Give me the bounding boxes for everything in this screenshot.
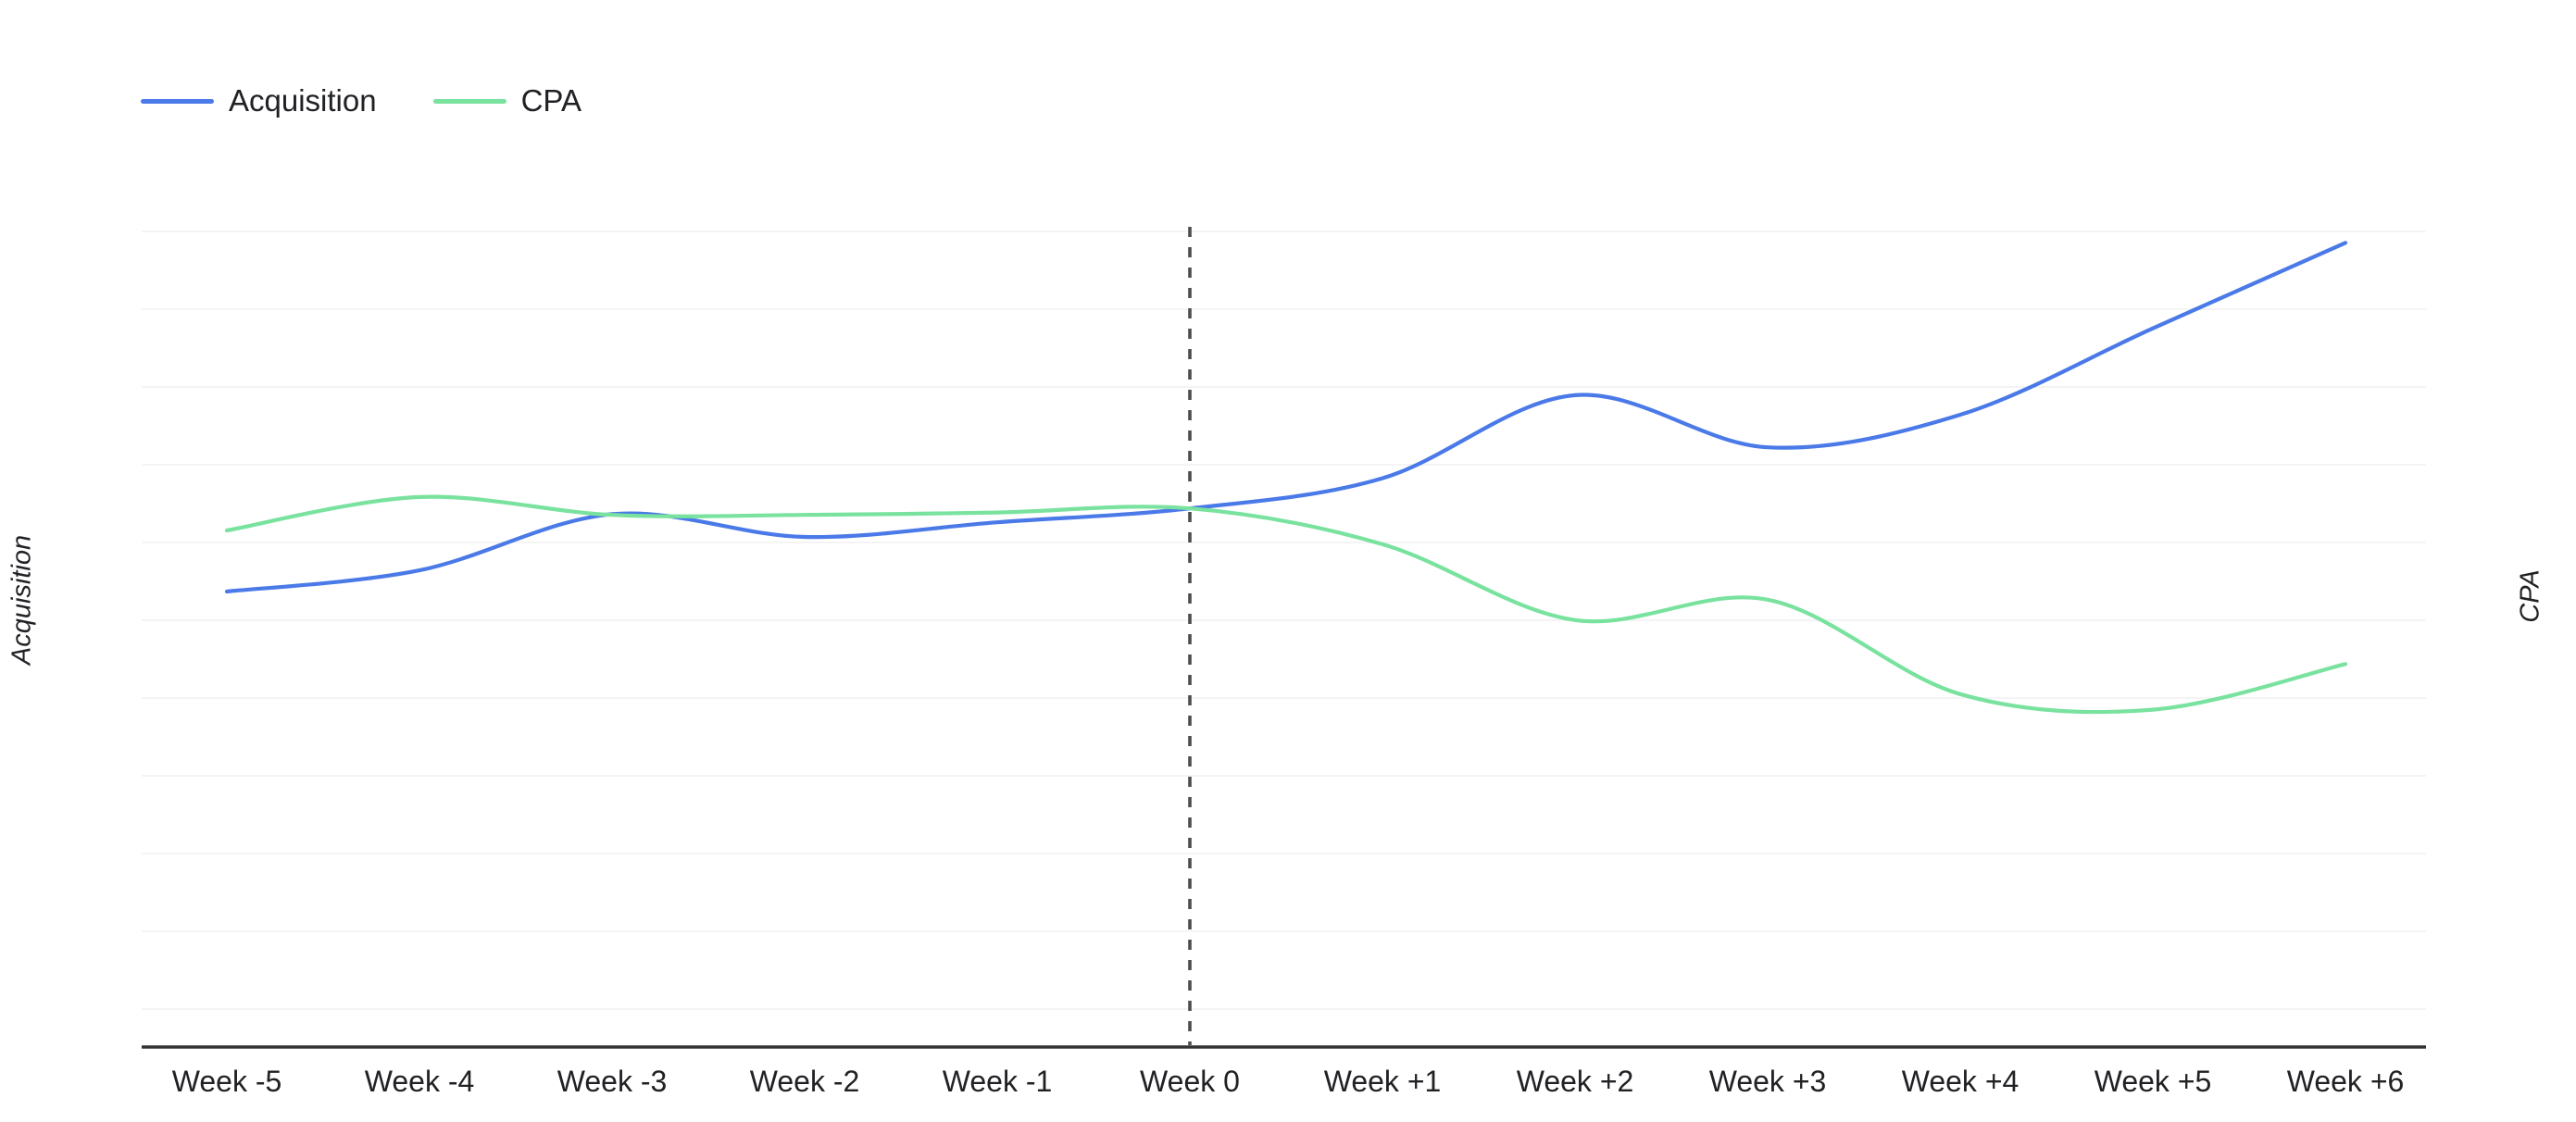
x-axis-label: Week +1 (1323, 1065, 1442, 1098)
gridlines (142, 231, 2426, 1010)
series-line-acquisition[interactable] (224, 241, 2348, 594)
legend: Acquisition CPA (141, 83, 581, 118)
x-axis-label: Week -2 (749, 1065, 860, 1098)
x-axis-label: Week +6 (2286, 1065, 2405, 1098)
x-axis-label: Week +5 (2094, 1065, 2212, 1098)
x-axis-label: Week +2 (1516, 1065, 1634, 1098)
x-axis-label: Week +3 (1708, 1065, 1827, 1098)
x-axis-label: Week -4 (364, 1065, 475, 1098)
legend-item-acquisition[interactable]: Acquisition (141, 83, 377, 118)
legend-label-cpa: CPA (520, 83, 581, 118)
x-axis-label: Week 0 (1140, 1065, 1240, 1098)
legend-swatch-acquisition (141, 98, 214, 104)
y-axis-title-left: Acquisition (6, 534, 37, 666)
x-axis-label: Week -1 (942, 1065, 1053, 1098)
x-axis-label: Week -3 (556, 1065, 668, 1098)
legend-swatch-cpa (432, 98, 506, 104)
legend-label-acquisition: Acquisition (229, 83, 377, 118)
x-axis-label: Week -5 (171, 1065, 282, 1098)
y-axis-title-right: CPA (2515, 569, 2545, 623)
series-lines (224, 241, 2348, 715)
x-axis-label: Week +4 (1901, 1065, 2020, 1098)
legend-item-cpa[interactable]: CPA (432, 83, 581, 118)
x-axis-labels: Week -5 Week -4 Week -3 Week -2 Week -1 Week … (0, 1065, 2576, 1106)
series-line-cpa[interactable] (224, 494, 2348, 715)
